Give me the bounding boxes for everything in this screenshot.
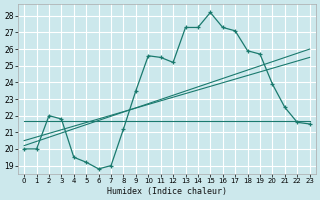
X-axis label: Humidex (Indice chaleur): Humidex (Indice chaleur): [107, 187, 227, 196]
